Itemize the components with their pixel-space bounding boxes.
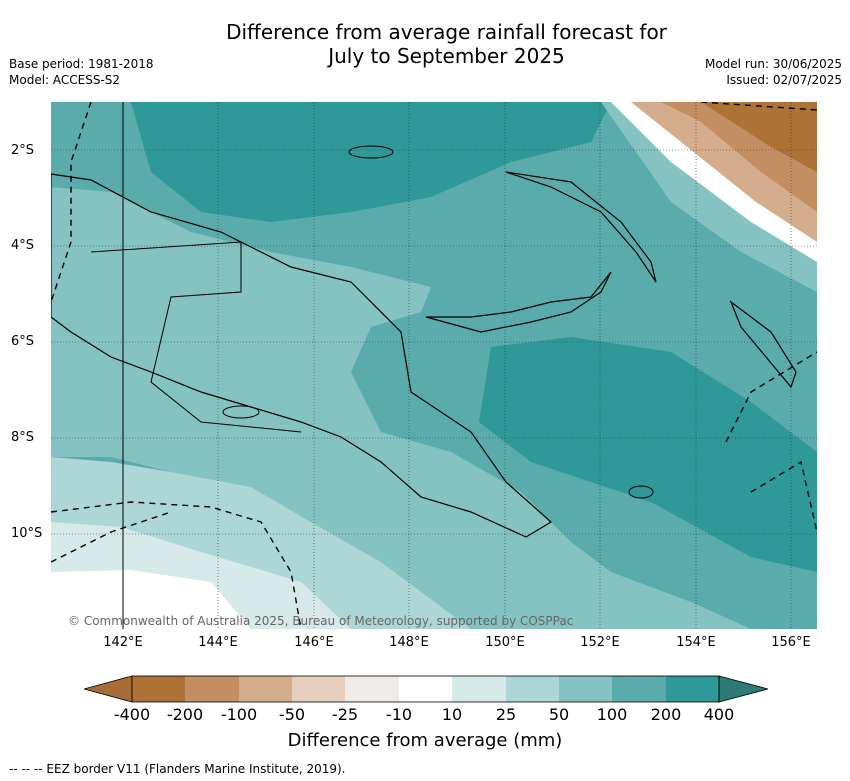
colorbar-segment-11 xyxy=(666,676,719,702)
colorbar-segment-3 xyxy=(239,676,292,702)
region-minus-200 xyxy=(701,102,817,172)
base-period: Base period: 1981-2018 xyxy=(9,57,154,71)
eez-borders xyxy=(51,102,817,629)
lon-label-146e: 146°E xyxy=(294,635,334,650)
colorbar-segment-10 xyxy=(612,676,666,702)
issued-date: Issued: 02/07/2025 xyxy=(726,73,842,87)
region-neutral-southwest xyxy=(51,570,251,629)
lon-label-152e: 152°E xyxy=(580,635,620,650)
colorbar-tick-3: -100 xyxy=(220,705,258,724)
lat-label-8s: 8°S xyxy=(11,430,35,445)
colorbar-extend-high xyxy=(718,675,768,703)
colorbar-segment-5 xyxy=(345,676,399,702)
title-line-2: July to September 2025 xyxy=(328,44,565,68)
colorbar-tick-11: 200 xyxy=(650,705,682,724)
lat-label-6s: 6°S xyxy=(11,334,35,349)
colorbar-title: Difference from average (mm) xyxy=(287,730,563,751)
colorbar-tick-12: 400 xyxy=(703,705,735,724)
lat-label-10s: 10°S xyxy=(11,526,43,541)
colorbar-segment-4 xyxy=(292,676,345,702)
new-britain-coast xyxy=(425,271,612,333)
colorbar-segment-7 xyxy=(452,676,506,702)
bougainville-coast xyxy=(729,300,797,389)
colorbar-segment-1 xyxy=(132,676,185,702)
region-50-central xyxy=(51,187,751,629)
new-ireland-coast xyxy=(505,171,657,283)
colorbar-tick-9: 50 xyxy=(548,705,570,724)
eez-footnote: -- -- -- EEZ border V11 (Flanders Marine… xyxy=(9,762,346,776)
region-200-north xyxy=(131,102,611,222)
colorbar-tick-4: -50 xyxy=(278,705,306,724)
rainfall-map xyxy=(51,102,817,629)
colorbar-tick-10: 100 xyxy=(596,705,628,724)
lon-label-144e: 144°E xyxy=(198,635,238,650)
colorbar-tick-5: -25 xyxy=(331,705,359,724)
colorbar-tick-6: -10 xyxy=(385,705,413,724)
colorbar xyxy=(84,675,768,703)
meta-right: Model run: 30/06/2025 Issued: 02/07/2025 xyxy=(705,56,842,88)
colorbar-segment-9 xyxy=(559,676,612,702)
lon-label-154e: 154°E xyxy=(676,635,716,650)
copyright-notice: © Commonwealth of Australia 2025, Bureau… xyxy=(68,614,574,628)
map-svg xyxy=(51,102,817,629)
colorbar-tick-7: 10 xyxy=(441,705,463,724)
lat-label-4s: 4°S xyxy=(11,238,35,253)
colorbar-segment-6 xyxy=(399,676,452,702)
lon-label-156e: 156°E xyxy=(771,635,811,650)
rossel-island xyxy=(628,485,654,499)
colorbar-tick-2: -200 xyxy=(166,705,204,724)
province-borders xyxy=(90,241,302,433)
manus-island xyxy=(348,145,394,159)
meta-left: Base period: 1981-2018 Model: ACCESS-S2 xyxy=(9,56,154,88)
map-title: Difference from average rainfall forecas… xyxy=(0,20,850,68)
colorbar-segment-8 xyxy=(506,676,559,702)
lon-label-150e: 150°E xyxy=(485,635,525,650)
new-guinea-coast xyxy=(51,173,553,538)
lon-label-142e: 142°E xyxy=(103,635,143,650)
model-run: Model run: 30/06/2025 xyxy=(704,57,842,71)
colorbar-frame xyxy=(131,675,720,703)
model-name: Model: ACCESS-S2 xyxy=(9,73,121,87)
title-line-1: Difference from average rainfall forecas… xyxy=(226,20,667,44)
colorbar-tick-8: 25 xyxy=(495,705,517,724)
region-200-east xyxy=(479,337,817,572)
colorbar-tick-1: -400 xyxy=(113,705,151,724)
lon-label-148e: 148°E xyxy=(389,635,429,650)
colorbar-extend-low xyxy=(84,675,133,703)
fly-delta-islands xyxy=(222,405,260,419)
colorbar-segment-2 xyxy=(185,676,239,702)
lat-label-2s: 2°S xyxy=(11,143,35,158)
